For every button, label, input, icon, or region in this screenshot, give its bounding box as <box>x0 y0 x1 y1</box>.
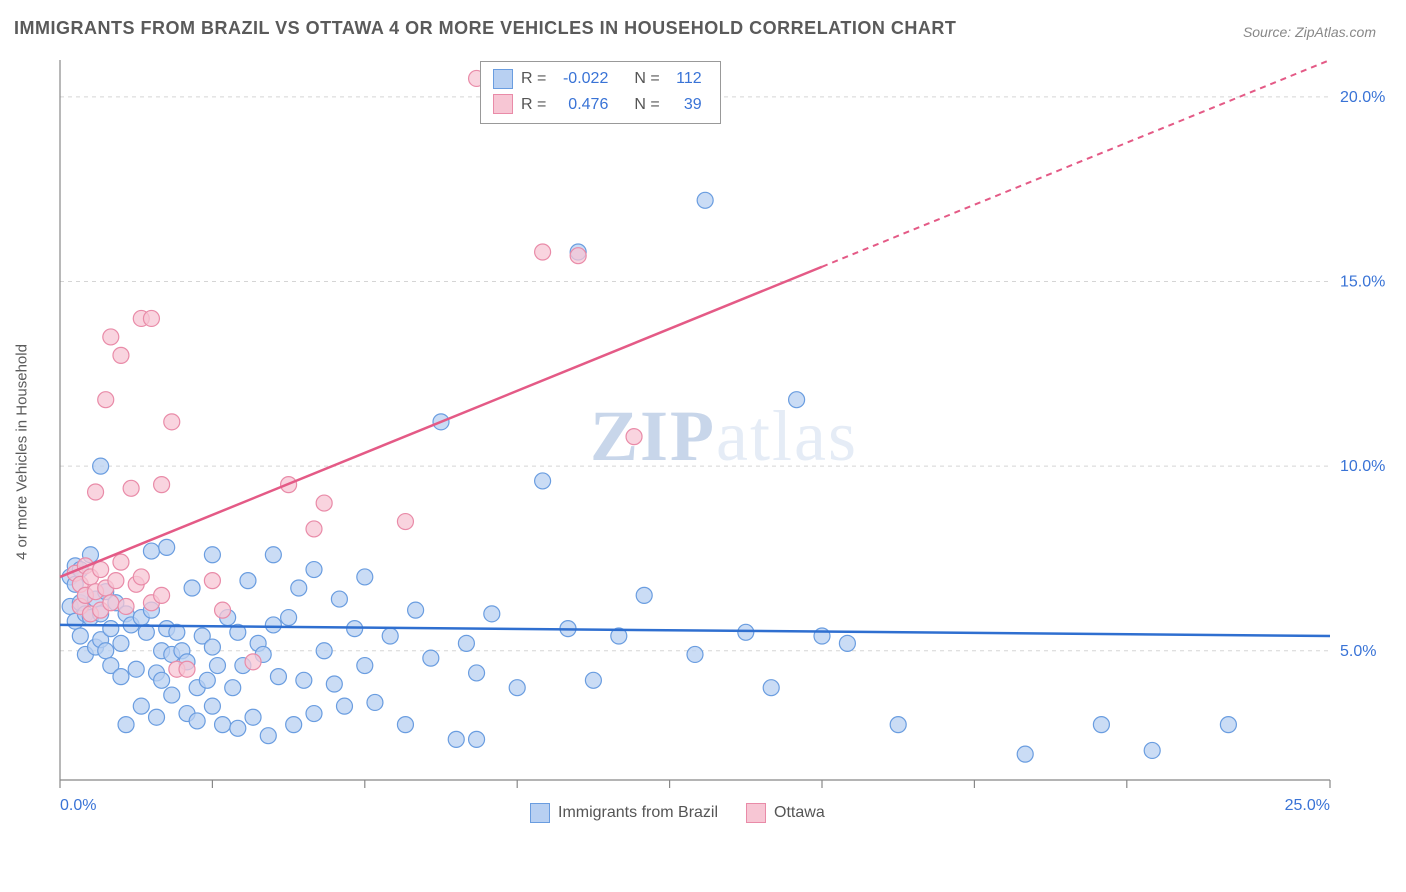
svg-text:20.0%: 20.0% <box>1340 89 1385 106</box>
legend-swatch <box>493 94 513 114</box>
r-value: -0.022 <box>554 66 614 92</box>
legend-label: Immigrants from Brazil <box>558 804 718 822</box>
svg-text:15.0%: 15.0% <box>1340 274 1385 291</box>
legend-swatch <box>530 803 550 823</box>
y-axis-label: 4 or more Vehicles in Household <box>14 344 31 560</box>
legend-row: R = -0.022 N = 112 <box>493 66 708 92</box>
chart-canvas: 5.0% 10.0% 15.0% 20.0% 0.0% 25.0% <box>50 55 1390 825</box>
chart-title: IMMIGRANTS FROM BRAZIL VS OTTAWA 4 OR MO… <box>14 18 956 39</box>
n-label: N = <box>634 92 659 118</box>
series-legend: Immigrants from Brazil Ottawa <box>530 803 825 823</box>
source-label: Source: <box>1243 24 1295 40</box>
legend-item: Immigrants from Brazil <box>530 803 718 823</box>
n-value: 39 <box>668 92 708 118</box>
n-value: 112 <box>668 66 708 92</box>
correlation-legend: R = -0.022 N = 112 R = 0.476 N = 39 <box>480 61 721 124</box>
svg-text:0.0%: 0.0% <box>60 797 96 814</box>
legend-item: Ottawa <box>746 803 825 823</box>
n-label: N = <box>634 66 659 92</box>
scatter-plot: 5.0%10.0%15.0%20.0%0.0%25.0% ZIPatlas R … <box>50 55 1390 825</box>
legend-label: Ottawa <box>774 804 825 822</box>
svg-text:10.0%: 10.0% <box>1340 458 1385 475</box>
r-value: 0.476 <box>554 92 614 118</box>
legend-row: R = 0.476 N = 39 <box>493 92 708 118</box>
svg-text:25.0%: 25.0% <box>1285 797 1330 814</box>
r-label: R = <box>521 66 546 92</box>
source-link[interactable]: ZipAtlas.com <box>1295 24 1376 40</box>
legend-swatch <box>746 803 766 823</box>
svg-text:5.0%: 5.0% <box>1340 643 1376 660</box>
legend-swatch <box>493 69 513 89</box>
r-label: R = <box>521 92 546 118</box>
source-attribution: Source: ZipAtlas.com <box>1243 24 1376 40</box>
